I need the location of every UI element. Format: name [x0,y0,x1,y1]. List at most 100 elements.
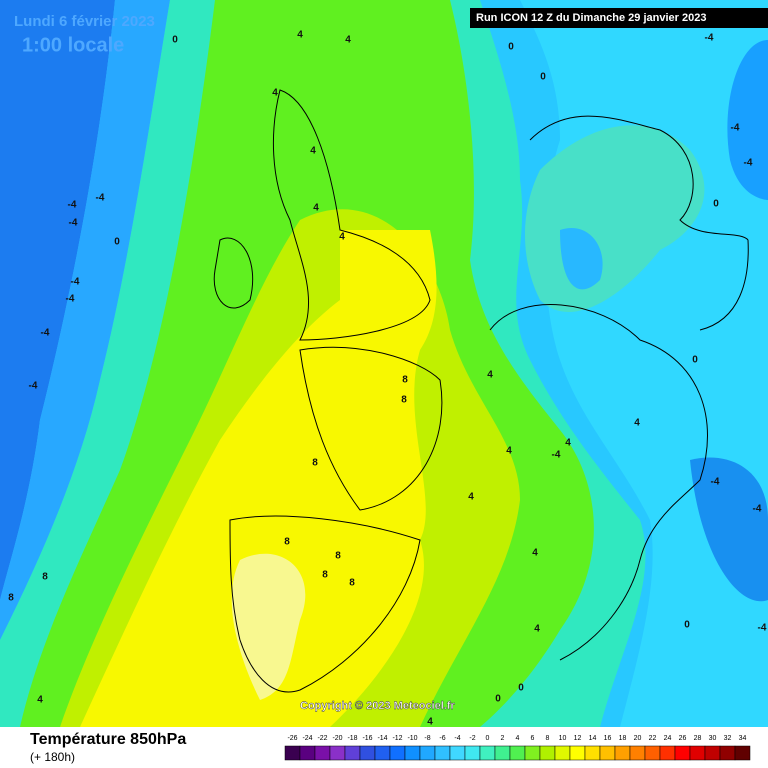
scale-label: 10 [559,735,567,742]
scale-label: 12 [574,735,582,742]
contour-label: -4 [29,381,38,392]
scale-swatch [434,745,451,761]
scale-swatch [674,745,691,761]
contour-label: 4 [532,548,538,559]
scale-swatch [734,745,751,761]
contour-label: 4 [634,418,640,429]
scale-label: 2 [501,735,505,742]
contour-label: 4 [297,30,303,41]
scale-swatch [614,745,631,761]
scale-swatch [299,745,316,761]
cool-zone [0,0,170,640]
contour-label: 8 [402,375,408,386]
scale-label: 18 [619,735,627,742]
contour-label: -4 [753,504,762,515]
copyright: Copyright © 2023 Meteociel.fr [300,700,456,712]
scale-swatch [329,745,346,761]
contour-label: 4 [310,146,316,157]
contour-label: -4 [711,477,720,488]
scale-swatch [704,745,721,761]
contour-label: -4 [744,158,753,169]
scale-swatch [569,745,586,761]
contour-label: 8 [284,537,290,548]
contour-label: 8 [322,570,328,581]
scale-swatch [494,745,511,761]
scale-swatch [449,745,466,761]
contour-label: 0 [684,620,690,631]
scale-swatch [539,745,556,761]
scale-swatch [479,745,496,761]
contour-label: -4 [96,193,105,204]
map [0,0,768,728]
scale-label: -4 [454,735,460,742]
coastlines [213,89,749,693]
scale-swatch [509,745,526,761]
scale-label: 14 [589,735,597,742]
scale-label: -10 [407,735,417,742]
contour-label: 4 [313,203,319,214]
scale-swatch [419,745,436,761]
run-label: Run ICON 12 Z du Dimanche 29 janvier 202… [476,12,706,24]
contour-label: 4 [534,624,540,635]
contour-label: -4 [66,294,75,305]
scale-label: 6 [531,735,535,742]
scale-label: 28 [694,735,702,742]
scale-swatch [404,745,421,761]
color-scale: -26 -24 -22 -20 -18 -16 -14 -12 -10 -8 -6 -4 -2 0 2 4 6 8… [284,735,751,761]
contour-label: 0 [540,72,546,83]
balkan-cold [690,457,768,602]
scale-label: -24 [302,735,312,742]
contour-label: 8 [401,395,407,406]
contour-label: -4 [41,328,50,339]
scale-label: 26 [679,735,687,742]
footer-title: Température 850hPa [30,731,186,748]
contour-label: -4 [68,200,77,211]
scale-swatch [689,745,706,761]
east-cold [727,40,768,200]
contour-label: 4 [272,88,278,99]
date-label: Lundi 6 février 2023 [14,13,155,30]
contour-label: 4 [339,232,345,243]
baltic-cold [560,228,603,290]
contour-label: 0 [692,355,698,366]
contour-label: -4 [705,33,714,44]
scale-label: 24 [664,735,672,742]
scale-label: 0 [486,735,490,742]
scale-swatch [584,745,601,761]
footer-lead: (+ 180h) [30,750,75,764]
scale-swatch [554,745,571,761]
scale-label: 16 [604,735,612,742]
contour-label: 8 [42,572,48,583]
scale-swatch [629,745,646,761]
run-banner [470,8,768,28]
scale-swatch [464,745,481,761]
contour-label: 4 [487,370,493,381]
scale-swatch [374,745,391,761]
scale-label: -18 [347,735,357,742]
scale-label: -2 [469,735,475,742]
contour-label: 4 [565,438,571,449]
cold-zone [0,0,115,600]
scale-label: -20 [332,735,342,742]
contour-label: 8 [335,551,341,562]
contour-labels: 0 4 44444-4-4-40-4-4-4-4888888888444400000… [8,30,767,728]
scale-label: -14 [377,735,387,742]
scale-label: -16 [362,735,372,742]
scale-swatch [524,745,541,761]
scale-label: 32 [724,735,732,742]
contour-label: 4 [345,35,351,46]
scale-label: -6 [439,735,445,742]
scale-swatch [599,745,616,761]
contour-label: -4 [71,277,80,288]
contour-label: -4 [552,450,561,461]
scale-label: 4 [516,735,520,742]
contour-label: -4 [731,123,740,134]
scale-label: -8 [424,735,430,742]
contour-label: 4 [468,492,474,503]
contour-label: 0 [518,683,524,694]
contour-label: 8 [349,578,355,589]
hot-zone [80,230,437,727]
scale-label: 34 [739,735,747,742]
scale-swatch [284,745,301,761]
contour-label: 4 [506,446,512,457]
